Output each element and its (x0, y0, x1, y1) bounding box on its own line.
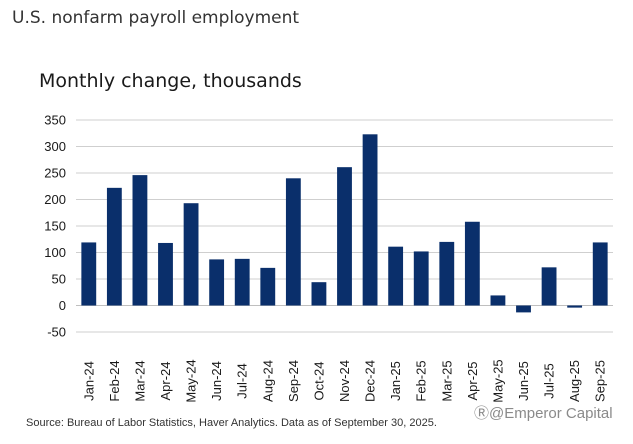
page-title: U.S. nonfarm payroll employment (12, 8, 300, 28)
bar (413, 251, 429, 306)
x-tick-label: Jul-25 (542, 363, 557, 398)
bar (158, 242, 173, 306)
bar (490, 295, 506, 306)
x-tick-label: Aug-24 (260, 360, 275, 402)
x-tick-label: Mar-24 (132, 360, 147, 401)
bar (311, 282, 327, 306)
x-tick-label: Jul-24 (235, 363, 250, 398)
x-tick-label: Jun-24 (209, 361, 224, 401)
x-tick-label: Dec-24 (363, 360, 378, 402)
chart-title: Monthly change, thousands (39, 70, 302, 92)
x-tick-label: May-24 (184, 359, 199, 402)
bar (183, 203, 199, 306)
bar (337, 167, 352, 306)
bar (209, 259, 225, 306)
y-tick-label: 200 (44, 192, 66, 207)
bar (388, 246, 404, 306)
x-tick-label: Jan-24 (81, 361, 96, 401)
x-tick-label: Jan-25 (388, 361, 403, 401)
x-tick-label: Sep-24 (286, 360, 301, 402)
x-tick-label: Jun-25 (516, 361, 531, 401)
bar (362, 134, 378, 306)
bar (592, 242, 608, 306)
bar (81, 242, 97, 306)
watermark: Ⓡ@Emperor Capital (474, 405, 613, 422)
bar (567, 305, 583, 308)
x-tick-label: Aug-25 (567, 360, 582, 402)
source-note: Source: Bureau of Labor Statistics, Have… (26, 417, 437, 429)
bar (132, 175, 148, 306)
x-tick-label: Apr-25 (465, 361, 480, 400)
x-tick-label: Feb-25 (414, 360, 429, 401)
bar (541, 267, 557, 306)
y-tick-label: 50 (52, 272, 66, 287)
y-tick-label: 350 (44, 113, 66, 128)
y-tick-label: 250 (44, 166, 66, 181)
x-tick-label: May-25 (490, 359, 505, 402)
x-tick-label: Nov-24 (337, 360, 352, 402)
y-tick-label: -50 (47, 325, 66, 340)
y-tick-label: 0 (59, 298, 66, 313)
y-tick-label: 150 (44, 219, 66, 234)
y-tick-label: 100 (44, 245, 66, 260)
x-tick-label: Feb-24 (107, 360, 122, 401)
x-tick-label: Sep-25 (593, 360, 608, 402)
bar (285, 178, 301, 306)
x-tick-label: Mar-25 (439, 360, 454, 401)
bar (260, 267, 276, 306)
bar (464, 221, 480, 306)
bar (106, 187, 122, 306)
x-tick-label: Apr-24 (158, 361, 173, 400)
bar (234, 258, 250, 306)
x-tick-label: Oct-24 (311, 361, 326, 400)
bar (516, 305, 531, 313)
y-tick-label: 300 (44, 139, 66, 154)
bar (439, 241, 455, 306)
